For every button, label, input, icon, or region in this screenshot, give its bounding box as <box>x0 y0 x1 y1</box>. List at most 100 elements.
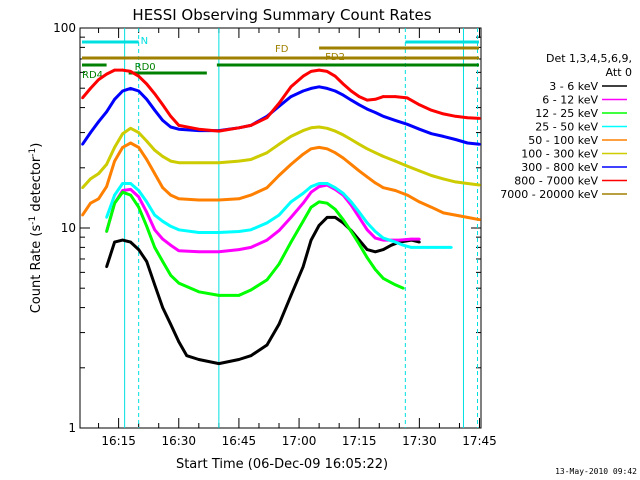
data-point <box>145 210 148 214</box>
data-point <box>410 237 413 241</box>
data-point <box>309 185 313 188</box>
data-point <box>430 205 433 209</box>
data-point <box>161 220 164 223</box>
data-point <box>382 95 385 98</box>
data-point <box>105 230 108 233</box>
data-point <box>309 87 313 90</box>
data-point <box>177 161 181 164</box>
data-point <box>197 290 201 294</box>
data-point <box>289 216 293 219</box>
data-point <box>349 89 353 93</box>
fd-label: FD <box>275 44 289 55</box>
data-point <box>418 246 421 249</box>
data-point <box>374 98 377 101</box>
data-point <box>406 193 409 197</box>
data-point <box>113 98 116 101</box>
data-point <box>341 93 345 97</box>
data-point <box>277 262 281 266</box>
data-point <box>394 159 397 163</box>
data-point <box>341 82 345 86</box>
data-point <box>161 103 164 107</box>
data-point <box>137 146 140 149</box>
y-axis: 1 10 100 <box>53 21 481 435</box>
data-point <box>365 98 369 102</box>
legend-label-4: 50 - 100 keV <box>528 134 598 147</box>
data-point <box>97 120 100 123</box>
data-point <box>418 237 421 241</box>
data-point <box>105 163 108 166</box>
data-point <box>105 265 108 269</box>
data-point <box>317 224 321 227</box>
data-point <box>81 213 84 217</box>
data-point <box>394 283 397 287</box>
data-point <box>97 78 100 81</box>
data-point <box>365 175 369 179</box>
data-point <box>426 246 429 249</box>
y-label-end: ) <box>29 143 44 148</box>
data-point <box>341 218 345 221</box>
data-point <box>169 193 172 197</box>
x-tick-label: 16:30 <box>161 434 196 448</box>
y-label-sup2: -1 <box>28 148 38 157</box>
data-point <box>309 126 313 130</box>
data-point <box>289 95 293 98</box>
data-point <box>145 98 148 101</box>
data-point <box>121 190 124 194</box>
data-point <box>169 274 172 277</box>
data-point <box>105 110 108 114</box>
data-point <box>382 236 385 240</box>
data-point <box>129 70 132 73</box>
data-point <box>237 294 241 297</box>
data-point <box>430 108 433 112</box>
data-point <box>161 306 164 309</box>
data-point <box>301 220 305 223</box>
data-point <box>153 228 156 232</box>
data-point <box>365 221 369 225</box>
data-point <box>289 135 293 138</box>
data-point <box>434 246 437 249</box>
data-point <box>450 246 453 249</box>
data-point <box>301 89 305 93</box>
data-point <box>325 182 329 185</box>
data-point <box>357 103 361 107</box>
data-point <box>277 102 281 105</box>
data-point <box>309 238 313 242</box>
data-point <box>145 139 148 143</box>
data-point <box>177 281 181 285</box>
data-point <box>177 340 181 344</box>
data-point <box>137 189 140 192</box>
data-point <box>105 216 108 219</box>
data-point <box>309 190 313 194</box>
data-point <box>301 152 305 156</box>
data-point <box>153 246 156 249</box>
data-point <box>89 201 92 205</box>
data-point <box>265 238 269 242</box>
x-axis-label: Start Time (06-Dec-09 16:05:22) <box>176 457 388 472</box>
data-point <box>249 288 253 292</box>
data-point <box>478 117 481 120</box>
data-point <box>418 200 421 204</box>
data-point <box>153 213 156 217</box>
data-point <box>161 186 164 189</box>
y-label-mid: detector <box>29 156 44 216</box>
data-point <box>217 198 221 202</box>
data-point <box>442 246 445 249</box>
data-point <box>121 238 124 242</box>
data-point <box>277 323 281 326</box>
data-point <box>265 151 269 154</box>
data-point <box>121 146 124 149</box>
data-point <box>137 74 140 78</box>
x-tick-label: 17:15 <box>342 434 377 448</box>
data-point <box>129 182 132 185</box>
data-point <box>349 138 353 141</box>
data-point <box>105 185 108 188</box>
data-point <box>177 124 181 127</box>
data-point <box>406 164 409 168</box>
data-point <box>478 183 481 187</box>
data-point <box>137 131 140 134</box>
data-point <box>145 200 148 204</box>
data-point <box>121 182 124 185</box>
data-point <box>237 159 241 163</box>
data-point <box>217 362 221 365</box>
data-point <box>357 95 361 98</box>
